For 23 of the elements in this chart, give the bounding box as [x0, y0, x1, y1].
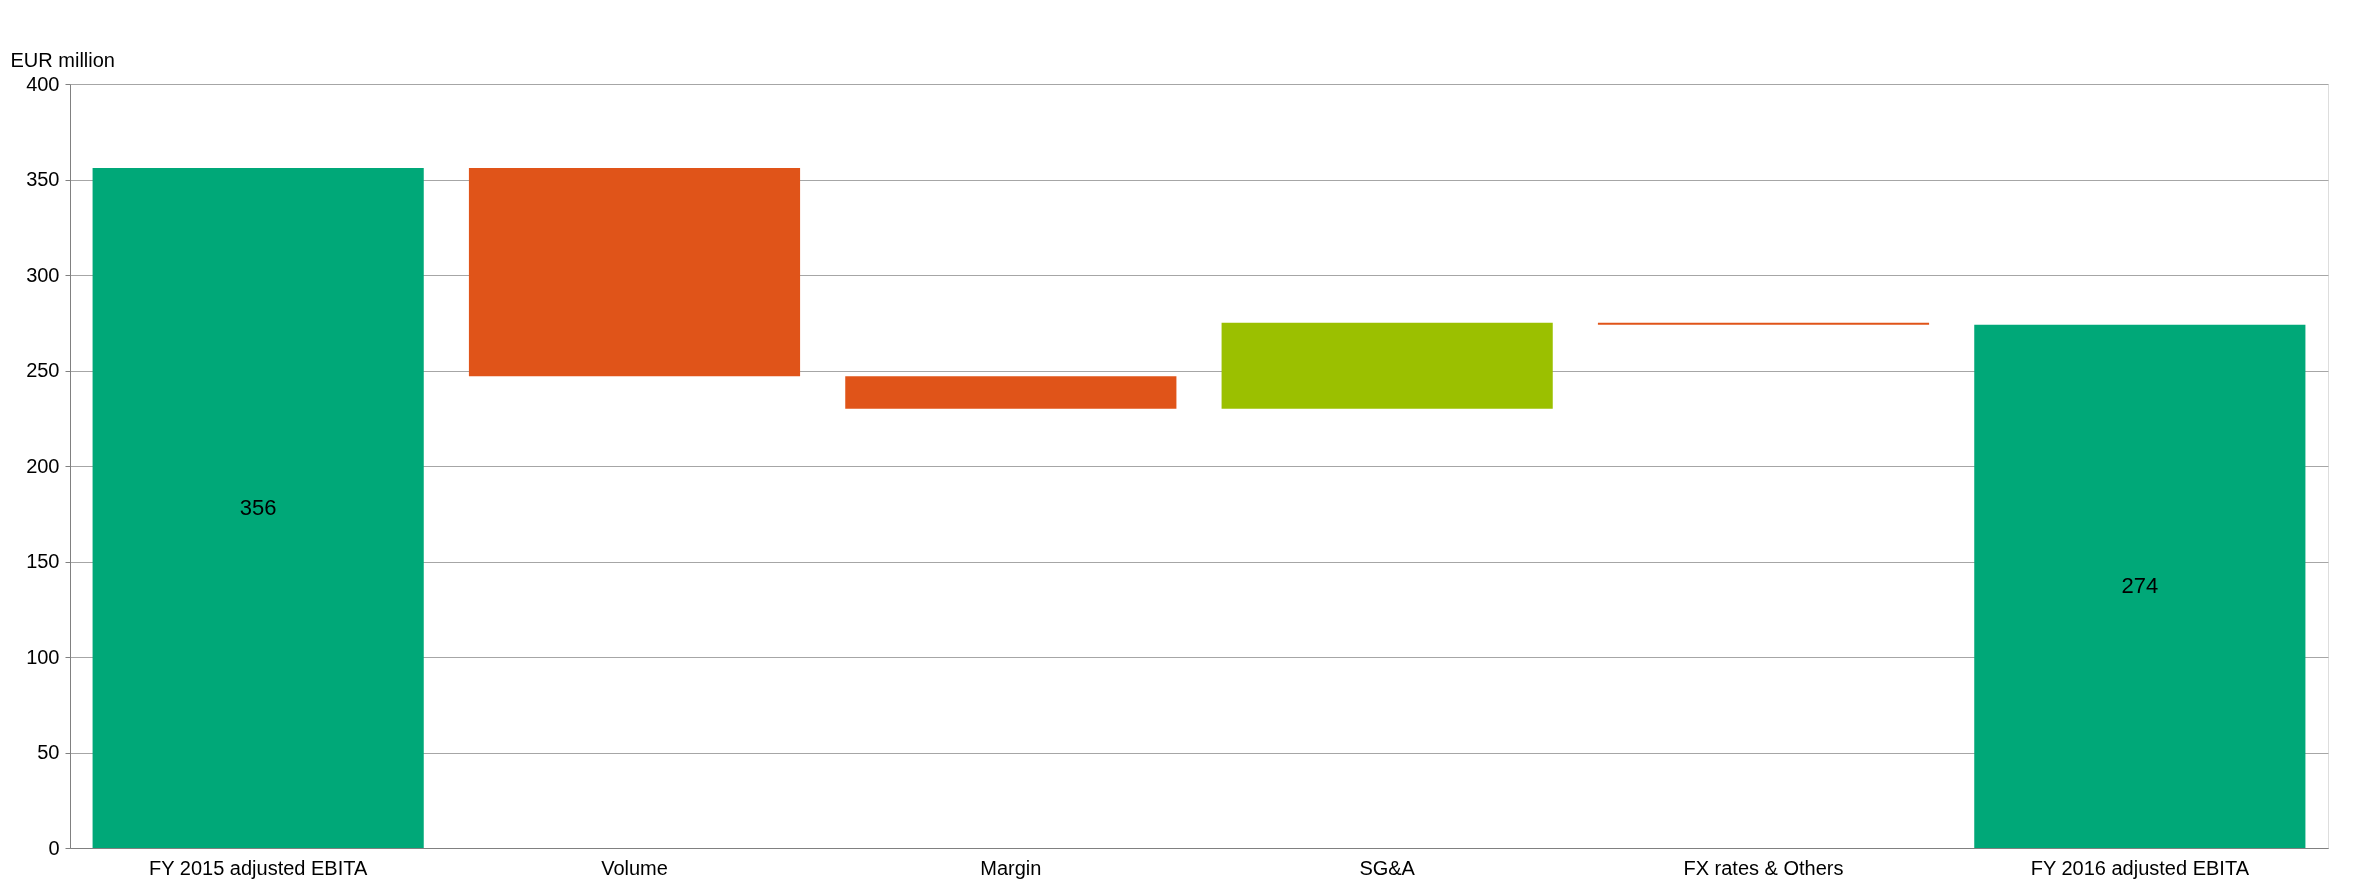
data-label: 356	[239, 495, 277, 521]
y-tick-label: 0	[48, 836, 60, 859]
x-tick-label: Volume	[601, 856, 668, 879]
y-tick-label: 350	[26, 168, 60, 190]
data-label: 274	[2121, 573, 2159, 599]
x-tick-label: FY 2016 adjusted EBITA	[2030, 856, 2250, 879]
x-tick-label: FY 2015 adjusted EBITA	[149, 856, 368, 879]
x-tick-label: FX rates & Others	[1683, 856, 1844, 879]
y-tick-label: 400	[26, 72, 60, 95]
y-tick-label: 200	[26, 454, 60, 477]
bar	[468, 168, 801, 377]
bar	[1974, 324, 2306, 848]
x-tick-label: Margin	[980, 856, 1042, 879]
y-tick-label: 100	[26, 645, 60, 668]
y-tick-label: 150	[26, 550, 60, 572]
bar	[1221, 322, 1553, 409]
bar	[92, 168, 424, 848]
y-axis-title: EUR million	[10, 48, 115, 71]
y-tick-label: 50	[37, 741, 60, 763]
bar	[845, 376, 1177, 409]
y-tick-label: 300	[26, 263, 60, 286]
y-tick-label: 250	[26, 359, 60, 381]
x-tick-label: SG&A	[1359, 856, 1416, 879]
